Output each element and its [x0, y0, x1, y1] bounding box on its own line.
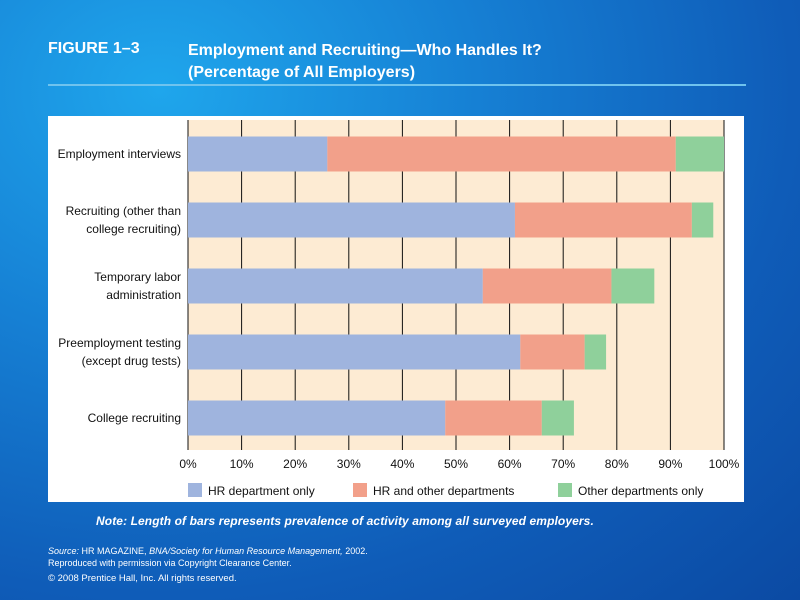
- x-tick-label: 0%: [179, 457, 197, 471]
- bar-segment: [445, 400, 542, 436]
- figure-title-line-2: (Percentage of All Employers): [188, 64, 416, 81]
- bar-segment: [482, 268, 612, 304]
- category-label: (except drug tests): [82, 354, 181, 368]
- x-tick-label: 70%: [551, 457, 575, 471]
- source-citation: Source: HR MAGAZINE, BNA/Society for Hum…: [48, 545, 368, 569]
- source-label: Source:: [48, 546, 80, 556]
- legend-label: HR and other departments: [373, 484, 514, 498]
- category-label: Preemployment testing: [58, 336, 181, 350]
- category-label: college recruiting): [86, 222, 181, 236]
- x-tick-label: 50%: [444, 457, 468, 471]
- x-tick-label: 100%: [709, 457, 740, 471]
- figure-label: FIGURE 1–3: [48, 40, 140, 57]
- source-year: 2002.: [345, 546, 368, 556]
- category-label: Temporary labor: [94, 270, 181, 284]
- bar-segment: [327, 136, 676, 172]
- bar-segment: [584, 334, 607, 370]
- chart-svg: Employment interviews Recruiting (other t…: [58, 120, 740, 498]
- copyright: © 2008 Prentice Hall, Inc. All rights re…: [48, 573, 237, 584]
- x-tick-label: 60%: [498, 457, 522, 471]
- category-label: administration: [106, 288, 181, 302]
- source-organization: BNA/Society for Human Resource Managemen…: [149, 546, 343, 556]
- figure-title: Employment and Recruiting—Who Handles It…: [188, 40, 748, 84]
- bar-segment: [188, 136, 328, 172]
- chart-note: Note: Length of bars represents prevalen…: [96, 514, 594, 528]
- bar-segment: [520, 334, 585, 370]
- bar-segment: [188, 334, 521, 370]
- bar-segment: [188, 202, 515, 238]
- figure-title-line-1: Employment and Recruiting—Who Handles It…: [188, 42, 542, 59]
- bar-segment: [188, 400, 446, 436]
- legend-label: HR department only: [208, 484, 315, 498]
- x-tick-label: 40%: [390, 457, 414, 471]
- chart-panel: Employment interviews Recruiting (other t…: [48, 116, 744, 502]
- x-tick-label: 80%: [605, 457, 629, 471]
- bar-segment: [188, 268, 483, 304]
- x-tick-label: 10%: [230, 457, 254, 471]
- source-line-1: Source: HR MAGAZINE, BNA/Society for Hum…: [48, 545, 368, 557]
- bar-segment: [691, 202, 714, 238]
- legend-label: Other departments only: [578, 484, 703, 498]
- legend-swatch: [558, 483, 572, 497]
- source-line-2: Reproduced with permission via Copyright…: [48, 558, 292, 568]
- category-label: Employment interviews: [58, 147, 181, 161]
- bar-segment: [675, 136, 724, 172]
- bar-segment: [611, 268, 655, 304]
- legend-swatch: [188, 483, 202, 497]
- bar-segment: [514, 202, 692, 238]
- legend-swatch: [353, 483, 367, 497]
- x-tick-label: 30%: [337, 457, 361, 471]
- category-label: College recruiting: [88, 411, 181, 425]
- source-publication: HR MAGAZINE,: [81, 546, 147, 556]
- bar-segment: [541, 400, 574, 436]
- x-tick-label: 90%: [658, 457, 682, 471]
- category-label: Recruiting (other than: [66, 204, 181, 218]
- x-tick-label: 20%: [283, 457, 307, 471]
- title-rule: [48, 84, 746, 86]
